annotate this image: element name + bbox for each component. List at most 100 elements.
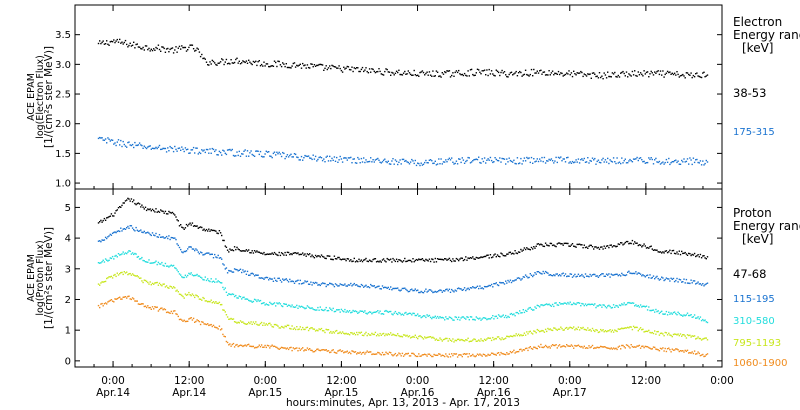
data-point (156, 263, 158, 266)
data-point (429, 74, 432, 76)
data-point (116, 298, 118, 300)
data-point (436, 71, 439, 73)
data-point (631, 328, 634, 331)
data-point (534, 330, 536, 333)
data-point (472, 256, 474, 258)
data-point (612, 157, 615, 159)
data-point (461, 339, 463, 341)
data-point (421, 354, 424, 356)
data-point (262, 277, 264, 279)
data-point (192, 294, 195, 297)
data-point (480, 73, 482, 75)
data-point (665, 250, 668, 252)
data-point (495, 69, 497, 71)
data-point (468, 319, 470, 321)
data-point (558, 242, 561, 244)
data-point (696, 158, 698, 161)
data-point (182, 295, 184, 298)
data-point (412, 74, 414, 76)
data-point (163, 147, 165, 150)
data-point (473, 355, 475, 357)
data-point (331, 258, 333, 261)
data-point (124, 252, 127, 254)
data-point (652, 346, 655, 348)
data-point (352, 260, 354, 262)
data-point (196, 147, 198, 149)
data-point (621, 242, 623, 244)
data-point (418, 258, 420, 260)
data-point (334, 330, 337, 332)
data-point (318, 309, 320, 311)
data-point (495, 256, 497, 258)
data-point (149, 306, 151, 309)
data-point (622, 344, 624, 347)
data-point (352, 309, 354, 312)
data-point (250, 150, 252, 152)
data-point (435, 164, 438, 166)
data-point (140, 258, 142, 260)
data-point (600, 246, 602, 248)
data-point (489, 337, 492, 339)
data-point (100, 241, 102, 243)
data-point (462, 74, 465, 77)
data-point (298, 283, 300, 285)
data-point (431, 317, 433, 320)
data-point (577, 344, 580, 346)
data-point (207, 64, 209, 66)
data-point (400, 73, 402, 76)
data-point (255, 299, 257, 301)
data-point (659, 347, 662, 350)
data-point (595, 75, 597, 78)
data-point (474, 287, 476, 289)
data-point (487, 337, 489, 339)
data-point (560, 346, 562, 348)
data-point (272, 326, 275, 328)
data-point (485, 286, 487, 288)
data-point (223, 309, 225, 311)
data-point (438, 75, 440, 78)
data-point (377, 70, 379, 73)
data-point (664, 250, 666, 252)
data-point (522, 276, 524, 278)
data-point (231, 318, 233, 320)
data-point (529, 73, 531, 76)
data-point (368, 259, 371, 261)
data-point (235, 248, 237, 251)
data-point (270, 65, 272, 67)
data-point (442, 259, 445, 261)
data-point (211, 59, 213, 62)
data-point (97, 283, 100, 285)
data-point (189, 246, 191, 248)
data-point (706, 321, 709, 324)
data-point (357, 156, 359, 159)
data-point (678, 163, 680, 165)
data-point (380, 73, 382, 75)
data-point (162, 309, 164, 311)
data-point (482, 340, 485, 342)
data-point (620, 242, 622, 244)
data-point (225, 291, 228, 293)
data-point (574, 329, 576, 331)
data-point (603, 161, 605, 163)
data-point (106, 303, 108, 305)
data-point (702, 255, 704, 257)
data-point (271, 278, 273, 280)
data-point (473, 286, 475, 289)
data-point (620, 275, 622, 277)
proton-series-label: 47-68 (733, 267, 766, 281)
data-point (454, 260, 456, 262)
data-point (120, 139, 122, 142)
data-point (521, 334, 523, 337)
data-point (620, 162, 622, 165)
data-point (573, 302, 575, 304)
data-point (343, 311, 345, 313)
data-point (609, 75, 611, 78)
data-point (279, 153, 282, 155)
data-point (564, 327, 567, 329)
data-point (569, 273, 571, 275)
data-point (620, 328, 622, 330)
data-point (326, 155, 328, 157)
data-point (303, 157, 305, 159)
data-point (172, 286, 175, 288)
data-point (187, 49, 189, 51)
